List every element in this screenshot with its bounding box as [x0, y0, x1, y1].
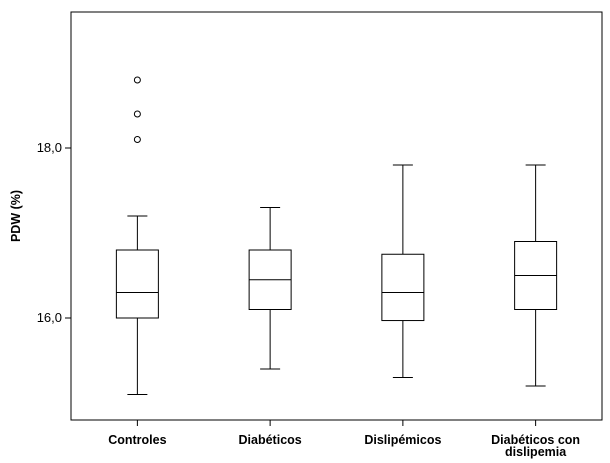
outlier-point	[133, 76, 141, 84]
x-category-label: Diabéticos	[239, 433, 302, 447]
plot-frame	[70, 11, 603, 421]
box-1	[115, 76, 159, 395]
y-tick-label: 18,0	[37, 140, 62, 155]
y-tick-label: 16,0	[37, 310, 62, 325]
outlier-point	[133, 136, 141, 143]
x-category-label: Diabéticos con	[491, 433, 580, 447]
iqr-box	[381, 253, 425, 322]
outlier-point	[133, 110, 141, 118]
x-category-label: Dislipémicos	[364, 433, 441, 447]
box-4	[514, 164, 558, 387]
boxes	[115, 76, 558, 395]
x-category-label: dislipemia	[505, 445, 567, 459]
box-2	[248, 207, 292, 370]
y-axis-title: PDW (%)	[9, 190, 23, 242]
iqr-box	[115, 249, 159, 319]
x-axis: Controles Diabéticos Dislipémicos Diabético…	[108, 420, 580, 459]
x-category-label: Controles	[108, 433, 166, 447]
y-axis: 16,0 18,0	[37, 140, 71, 325]
box-3	[381, 164, 425, 378]
